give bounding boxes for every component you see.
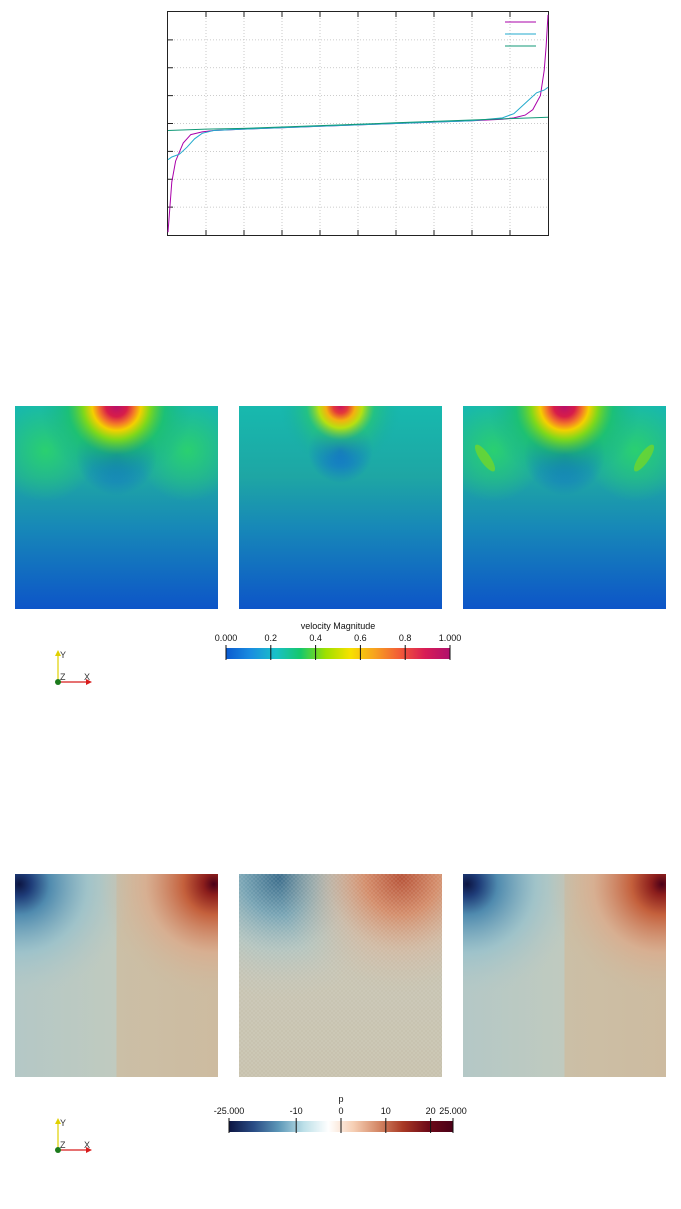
z-axis-label: Z (60, 1140, 66, 1150)
colorbar-tick-label: 1.000 (438, 633, 462, 643)
velocity-colorbar-title: velocity Magnitude (300, 621, 376, 631)
z-axis-label: Z (60, 672, 66, 682)
pressure-field-right (463, 874, 666, 1077)
z-axis-dot (55, 679, 61, 685)
velocity-field-right (463, 406, 666, 609)
velocity-panel-middle (239, 406, 442, 609)
pressure-colorbar-ticks (228, 1118, 454, 1133)
y-arrowhead (55, 1118, 61, 1124)
pressure-colorbar-title: p (338, 1094, 344, 1104)
pressure-panel-left (15, 874, 218, 1077)
colorbar-tick-label: -10 (289, 1106, 303, 1116)
x-axis-label: X (84, 1140, 90, 1150)
axes-triad-pressure: Y Z X (55, 1118, 92, 1153)
pressure-panel-right (463, 874, 666, 1077)
x-arrowhead (86, 679, 92, 685)
colorbar-tick-label: 0.8 (398, 633, 412, 643)
tick-layer (168, 12, 511, 235)
y-axis-label: Y (60, 650, 66, 660)
z-axis-dot (55, 1147, 61, 1153)
velocity-panel-left (15, 406, 218, 609)
axes-triad-velocity: Y Z X (55, 650, 92, 685)
series-line-2 (167, 86, 549, 161)
colorbar-tick-label: -25.000 (213, 1106, 245, 1116)
velocity-panel-right (463, 406, 666, 609)
series-line-3 (167, 116, 549, 131)
series-layer (167, 14, 549, 233)
velocity-field-middle (239, 406, 442, 609)
colorbar-tick-label: 20 (425, 1106, 436, 1116)
colorbar-tick-label: 0.6 (354, 633, 367, 643)
colorbar-tick-label: 0.4 (309, 633, 322, 643)
velocity-colorbar (226, 648, 450, 659)
legend (505, 21, 536, 47)
line-chart (167, 11, 549, 236)
pressure-field-middle (239, 874, 442, 1077)
velocity-field-left (15, 406, 218, 609)
y-axis-label: Y (60, 1118, 66, 1128)
y-arrowhead (55, 650, 61, 656)
colorbar-tick-label: 0.000 (214, 633, 238, 643)
x-arrowhead (86, 1147, 92, 1153)
velocity-colorbar-ticks (225, 645, 451, 660)
pressure-panel-middle (239, 874, 442, 1077)
pressure-field-left (15, 874, 218, 1077)
colorbar-tick-label: 0 (338, 1106, 344, 1116)
colorbar-tick-label: 10 (380, 1106, 391, 1116)
colorbar-tick-label: 0.2 (264, 633, 278, 643)
x-axis-label: X (84, 672, 90, 682)
colorbar-tick-label: 25.000 (439, 1106, 467, 1116)
